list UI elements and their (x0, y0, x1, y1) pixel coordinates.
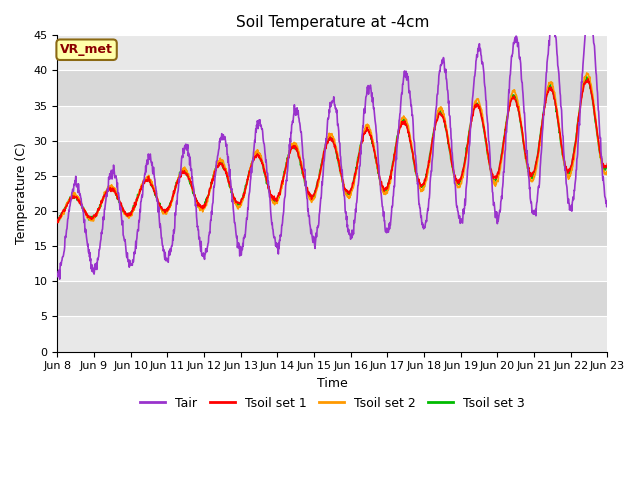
Bar (58, 281, 607, 316)
Y-axis label: Temperature (C): Temperature (C) (15, 143, 28, 244)
Legend: Tair, Tsoil set 1, Tsoil set 2, Tsoil set 3: Tair, Tsoil set 1, Tsoil set 2, Tsoil se… (135, 392, 530, 415)
Bar (58, 106, 607, 141)
Bar (58, 176, 607, 211)
Bar (58, 71, 607, 106)
Bar (58, 211, 607, 246)
X-axis label: Time: Time (317, 377, 348, 390)
Bar (58, 316, 607, 351)
Text: VR_met: VR_met (60, 43, 113, 56)
Title: Soil Temperature at -4cm: Soil Temperature at -4cm (236, 15, 429, 30)
Bar (58, 246, 607, 281)
Bar (58, 36, 607, 71)
Bar (58, 141, 607, 176)
